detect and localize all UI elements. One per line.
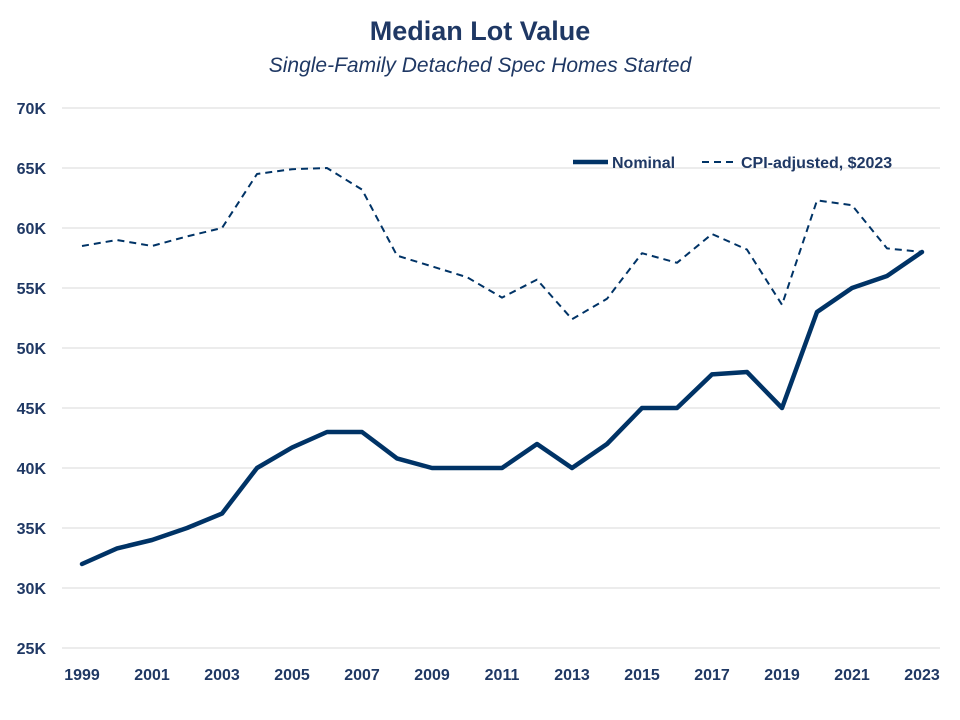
x-tick-label: 2013: [554, 667, 590, 684]
x-tick-label: 2003: [204, 667, 240, 684]
y-tick-label: 70K: [17, 101, 47, 118]
chart-subtitle: Single-Family Detached Spec Homes Starte…: [269, 54, 693, 77]
y-tick-label: 25K: [17, 641, 47, 658]
y-tick-label: 45K: [17, 401, 47, 418]
legend-label-nominal: Nominal: [612, 155, 675, 172]
gridlines: [62, 107, 940, 649]
legend-label-cpi-adjusted: CPI-adjusted, $2023: [741, 155, 892, 172]
x-tick-label: 2015: [624, 667, 660, 684]
legend: Nominal CPI-adjusted, $2023: [573, 155, 892, 172]
x-tick-label: 2005: [274, 667, 310, 684]
series-layer: [79, 167, 925, 567]
y-axis: 25K 30K 35K 40K 45K 50K 55K 60K 65K 70K: [17, 101, 47, 658]
series-line-cpi-adjusted: [81, 167, 923, 321]
y-tick-label: 50K: [17, 341, 47, 358]
y-tick-label: 55K: [17, 281, 47, 298]
x-tick-label: 2001: [134, 667, 170, 684]
chart-title: Median Lot Value: [370, 16, 591, 46]
y-tick-label: 40K: [17, 461, 47, 478]
x-tick-label: 2011: [485, 667, 520, 684]
x-tick-label: 2017: [694, 667, 730, 684]
series-line-nominal: [79, 249, 925, 567]
y-tick-label: 35K: [17, 521, 47, 538]
x-tick-label: 2021: [834, 667, 870, 684]
y-tick-label: 30K: [17, 581, 47, 598]
x-tick-label: 2023: [904, 667, 940, 684]
y-tick-label: 60K: [17, 221, 47, 238]
x-axis: 1999 2001 2003 2005 2007 2009 2011 2013 2015 2017…: [64, 667, 940, 684]
y-tick-label: 65K: [17, 161, 47, 178]
x-tick-label: 2007: [344, 667, 380, 684]
x-tick-label: 2009: [414, 667, 450, 684]
x-tick-label: 1999: [64, 667, 100, 684]
x-tick-label: 2019: [764, 667, 800, 684]
